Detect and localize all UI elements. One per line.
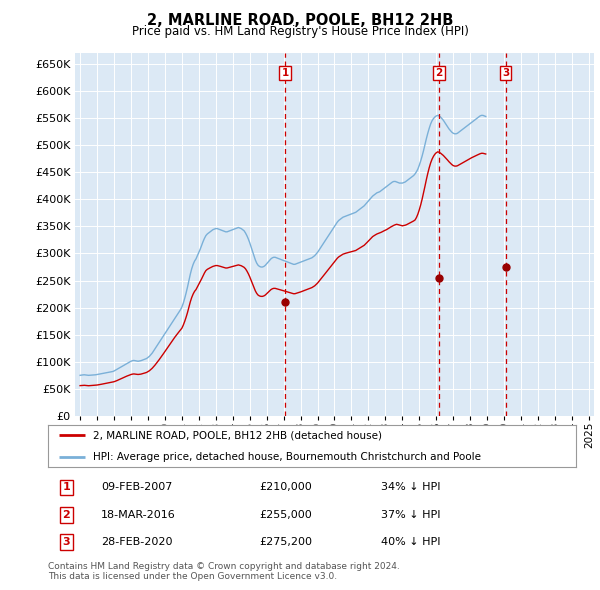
Text: 1: 1 [62, 483, 70, 493]
Text: 34% ↓ HPI: 34% ↓ HPI [380, 483, 440, 493]
Text: 28-FEB-2020: 28-FEB-2020 [101, 537, 172, 547]
Text: £255,000: £255,000 [259, 510, 312, 520]
Text: Price paid vs. HM Land Registry's House Price Index (HPI): Price paid vs. HM Land Registry's House … [131, 25, 469, 38]
Text: £210,000: £210,000 [259, 483, 312, 493]
Text: 37% ↓ HPI: 37% ↓ HPI [380, 510, 440, 520]
Text: HPI: Average price, detached house, Bournemouth Christchurch and Poole: HPI: Average price, detached house, Bour… [93, 452, 481, 461]
Text: 40% ↓ HPI: 40% ↓ HPI [380, 537, 440, 547]
Text: 2, MARLINE ROAD, POOLE, BH12 2HB (detached house): 2, MARLINE ROAD, POOLE, BH12 2HB (detach… [93, 431, 382, 440]
Text: 18-MAR-2016: 18-MAR-2016 [101, 510, 176, 520]
Text: £275,200: £275,200 [259, 537, 312, 547]
Text: Contains HM Land Registry data © Crown copyright and database right 2024.
This d: Contains HM Land Registry data © Crown c… [48, 562, 400, 581]
Text: 2, MARLINE ROAD, POOLE, BH12 2HB: 2, MARLINE ROAD, POOLE, BH12 2HB [147, 13, 453, 28]
Text: 3: 3 [62, 537, 70, 547]
Text: 2: 2 [436, 68, 443, 78]
Text: 09-FEB-2007: 09-FEB-2007 [101, 483, 172, 493]
Text: 3: 3 [502, 68, 509, 78]
Text: 2: 2 [62, 510, 70, 520]
Text: 1: 1 [281, 68, 289, 78]
